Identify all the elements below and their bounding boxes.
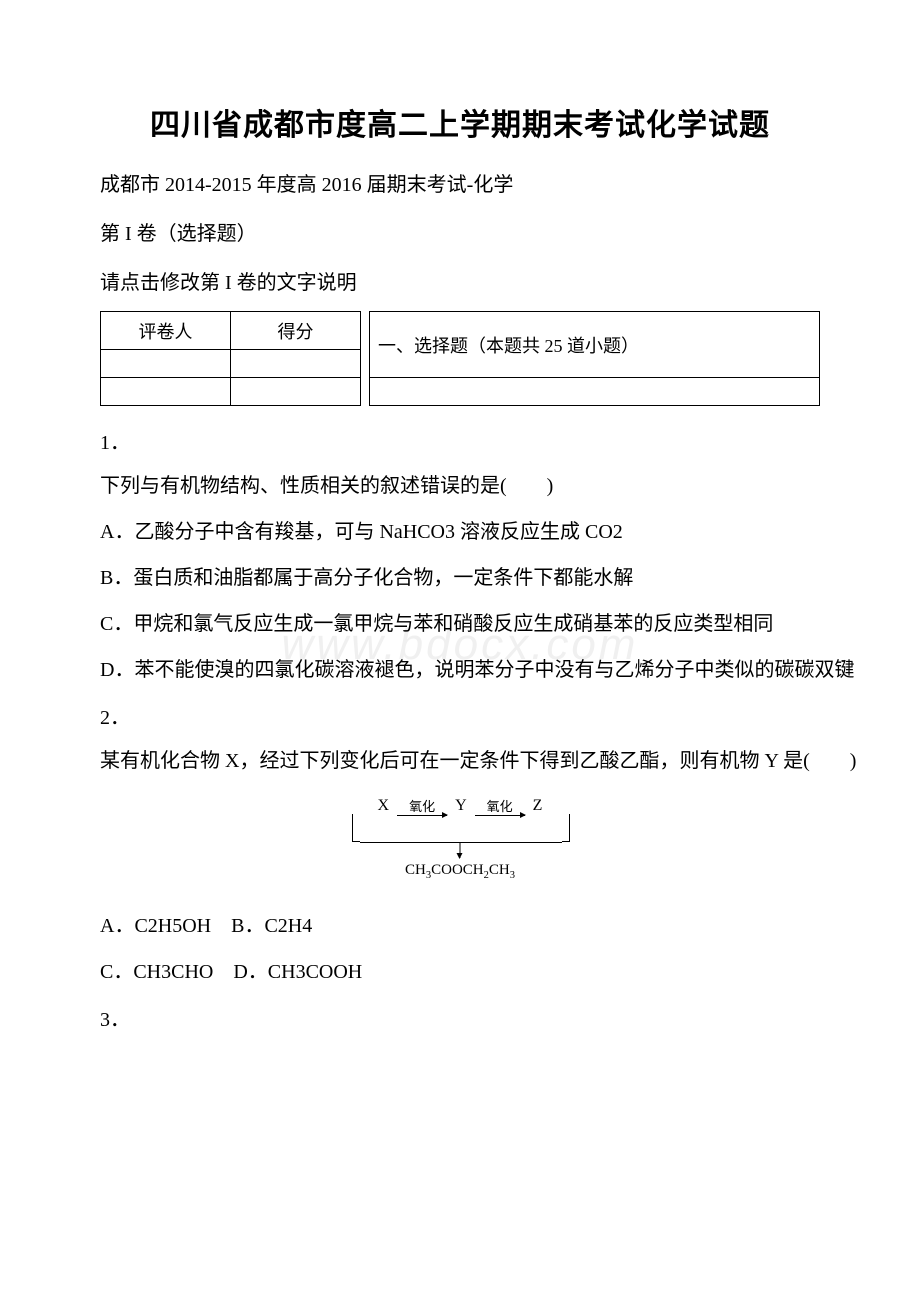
bracket-left [352, 814, 360, 842]
score-header: 得分 [231, 312, 361, 350]
q1-option-a: A．乙酸分子中含有羧基，可与 NaHCO3 溶液反应生成 CO2 [60, 517, 860, 547]
q3-num: 3． [60, 1003, 860, 1032]
grader-cell [101, 350, 231, 378]
section-table: 一、选择题（本题共 25 道小题） [369, 311, 820, 406]
diagram-y: Y [455, 797, 467, 815]
section-label: 一、选择题（本题共 25 道小题） [370, 312, 820, 378]
bracket-right [562, 814, 570, 842]
q2-num: 2． [60, 701, 860, 730]
q2-diagram: X 氧化 Y 氧化 Z CH3COOCH2CH3 [60, 796, 860, 891]
diagram-product: CH3COOCH2CH3 [330, 862, 590, 881]
q1-option-c: C．甲烷和氯气反应生成一氯甲烷与苯和硝酸反应生成硝基苯的反应类型相同 [60, 609, 860, 639]
section-empty [370, 378, 820, 406]
q2-option-ab: A．C2H5OH B．C2H4 [60, 911, 860, 941]
subtitle: 成都市 2014-2015 年度高 2016 届期末考试-化学 [60, 168, 860, 197]
arrow-right-icon [475, 815, 525, 816]
page-title: 四川省成都市度高二上学期期末考试化学试题 [60, 100, 860, 144]
grader-cell-2 [101, 378, 231, 406]
score-cell-2 [231, 378, 361, 406]
score-table: 评卷人 得分 [100, 311, 361, 406]
q2-option-cd: C．CH3CHO D．CH3COOH [60, 957, 860, 987]
diagram-step2: 氧化 [475, 796, 525, 815]
q1-text: 下列与有机物结构、性质相关的叙述错误的是( ) [60, 471, 860, 501]
q1-option-d: D．苯不能使溴的四氯化碳溶液褪色，说明苯分子中没有与乙烯分子中类似的碳碳双键 [60, 655, 860, 685]
score-section: 评卷人 得分 一、选择题（本题共 25 道小题） [100, 311, 820, 406]
diagram-x: X [378, 797, 390, 815]
instruction: 请点击修改第 I 卷的文字说明 [60, 266, 860, 295]
bracket-bottom [360, 842, 562, 843]
diagram-step1: 氧化 [397, 796, 447, 815]
q1-option-b: B．蛋白质和油脂都属于高分子化合物，一定条件下都能水解 [60, 563, 860, 593]
arrow-right-icon [397, 815, 447, 816]
volume-label: 第 I 卷（选择题） [60, 217, 860, 246]
q2-text: 某有机化合物 X，经过下列变化后可在一定条件下得到乙酸乙酯，则有机物 Y 是( … [60, 746, 860, 776]
diagram-z: Z [533, 797, 543, 815]
arrow-down-icon [460, 842, 461, 858]
score-cell [231, 350, 361, 378]
grader-header: 评卷人 [101, 312, 231, 350]
q1-num: 1． [60, 426, 860, 455]
